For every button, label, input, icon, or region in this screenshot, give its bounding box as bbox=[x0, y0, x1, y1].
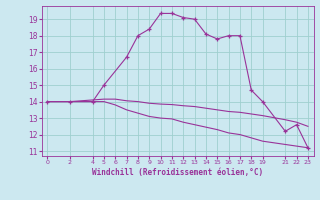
X-axis label: Windchill (Refroidissement éolien,°C): Windchill (Refroidissement éolien,°C) bbox=[92, 168, 263, 177]
